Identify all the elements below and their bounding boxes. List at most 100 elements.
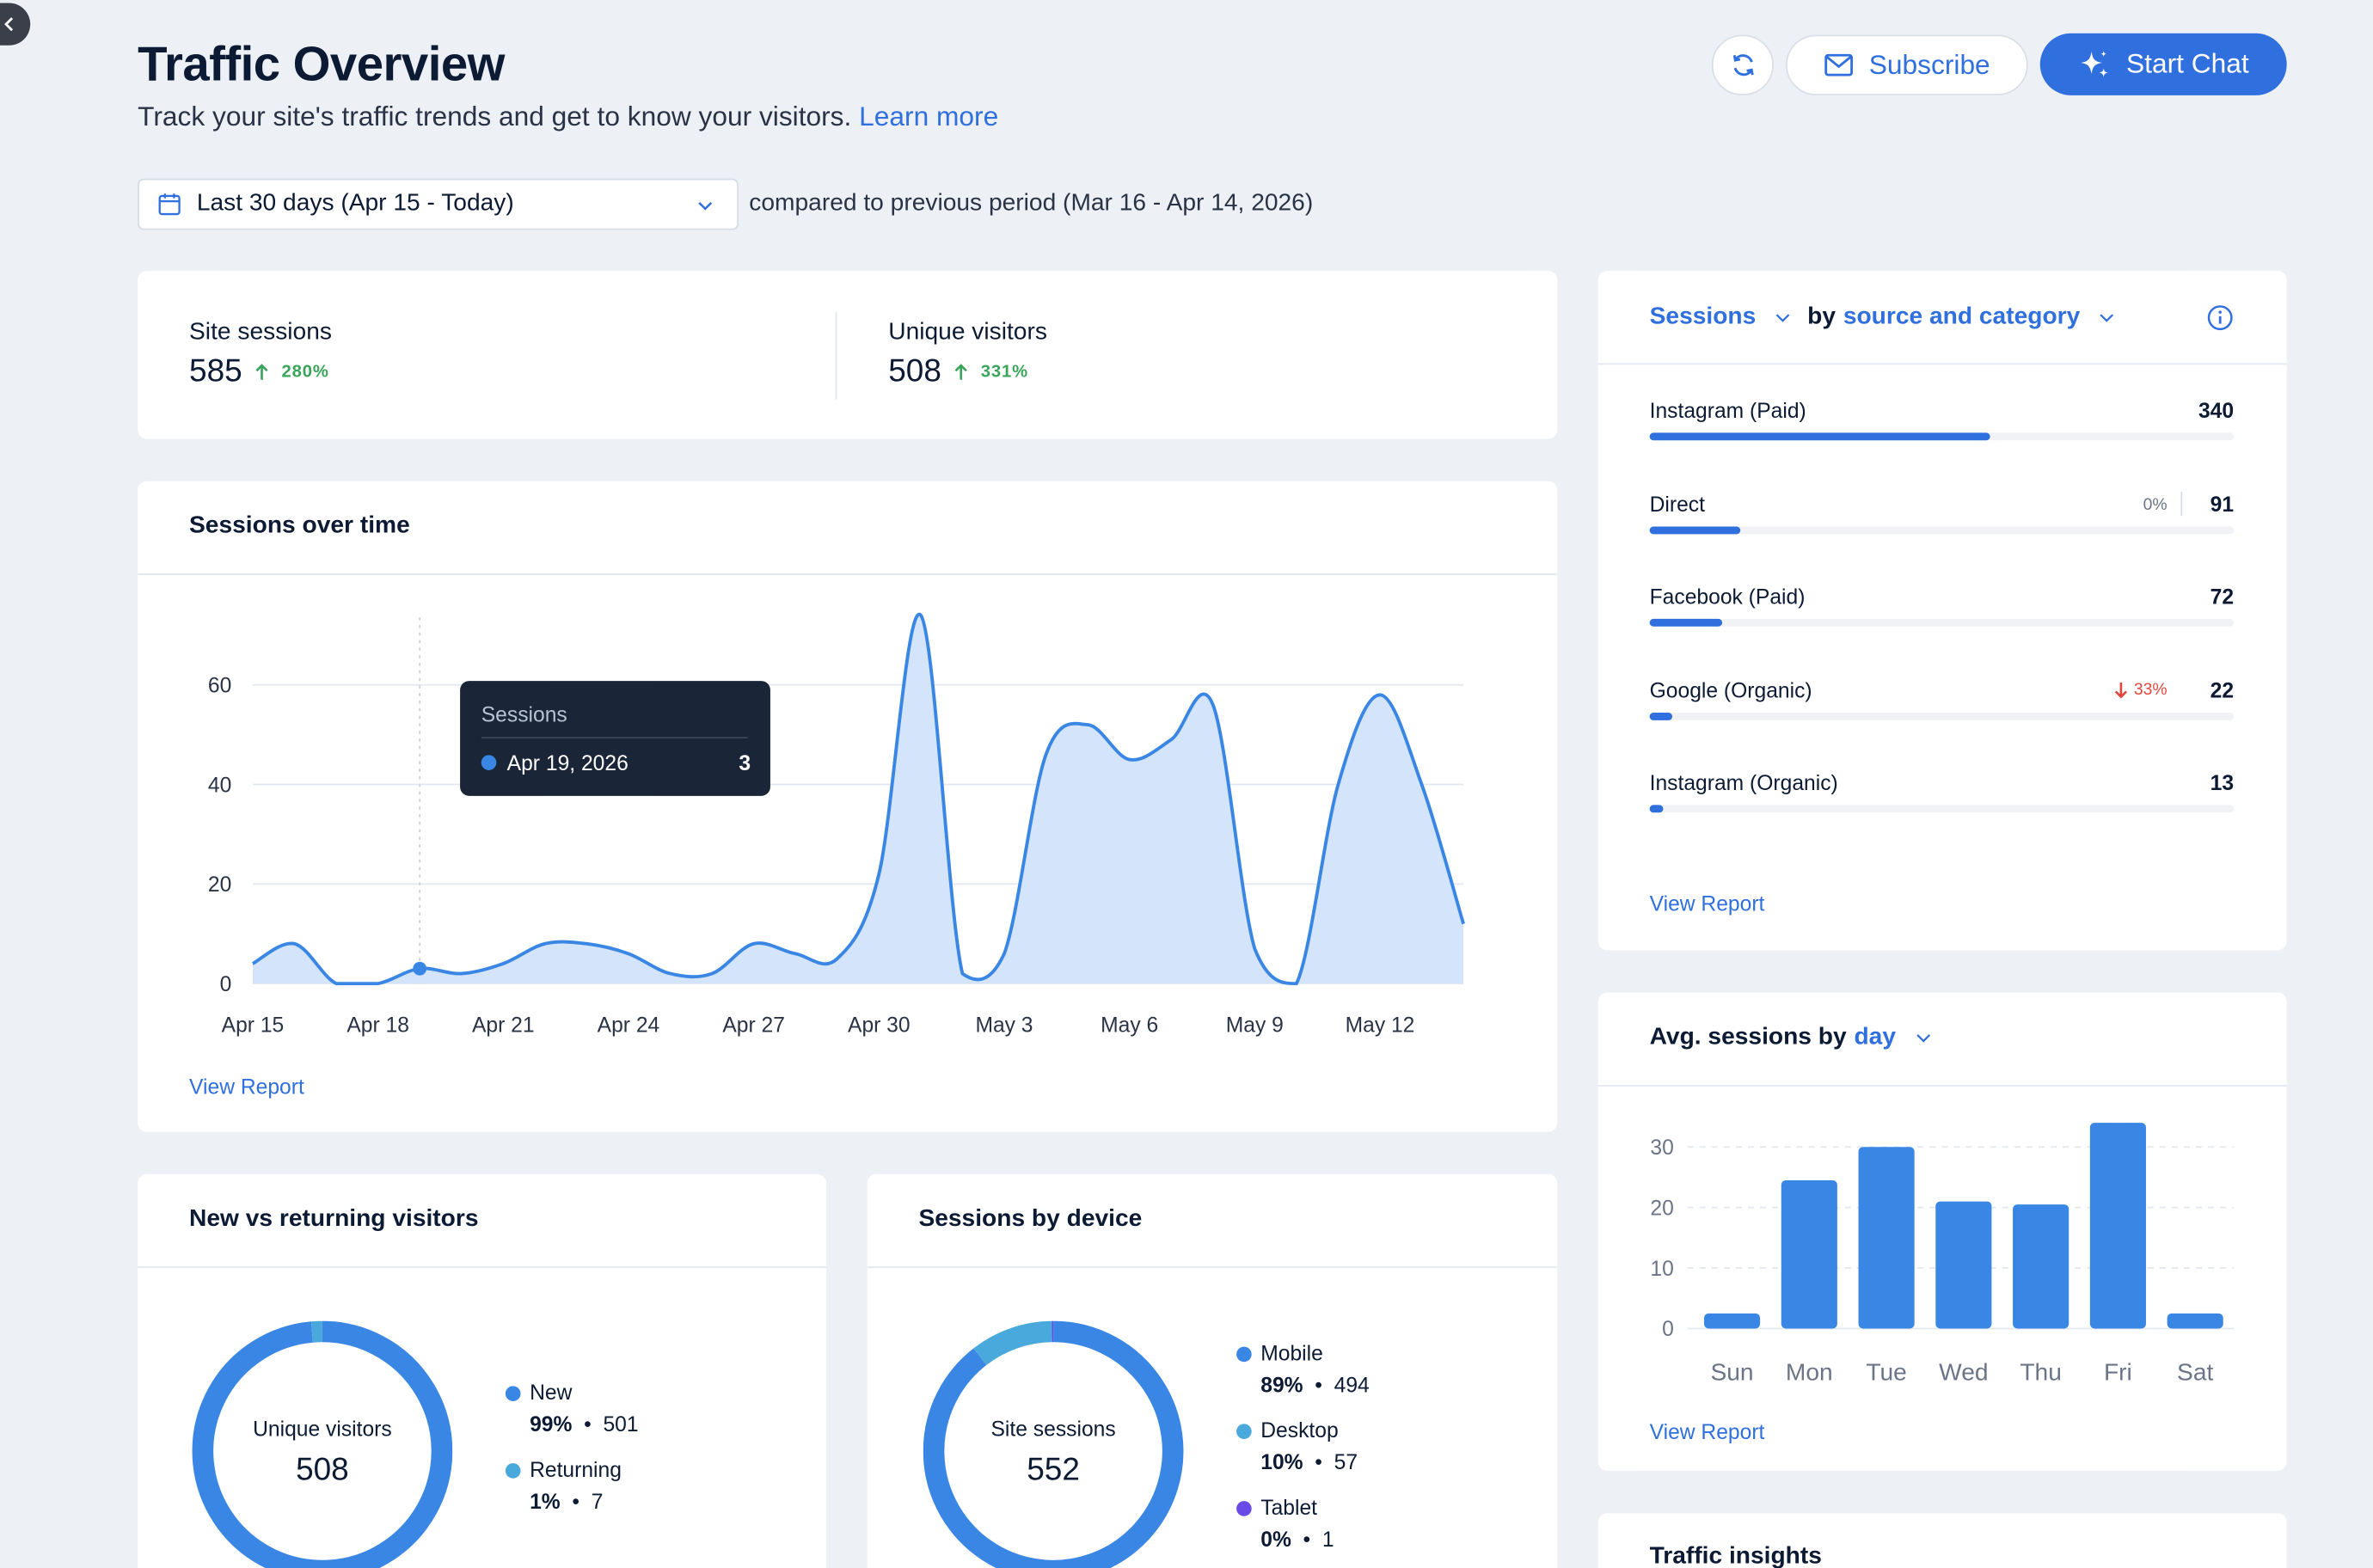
data-point[interactable] (874, 869, 884, 879)
legend-percent: 10% (1260, 1449, 1303, 1474)
dimension-dropdown[interactable]: source and category (1843, 303, 2081, 330)
source-label: Google (Organic) (1649, 677, 1812, 701)
data-point[interactable] (917, 610, 926, 620)
x-tick-label: Fri (2104, 1358, 2132, 1385)
site-sessions-delta: 280% (281, 363, 329, 382)
avg-sessions-view-report-link[interactable]: View Report (1649, 1419, 1765, 1444)
source-value: 22 (2210, 677, 2235, 701)
date-range-value: Last 30 days (Apr 15 - Today) (196, 190, 514, 217)
data-point[interactable] (248, 959, 258, 969)
data-point[interactable] (1376, 690, 1385, 700)
chevron-down-icon[interactable] (1914, 1029, 1932, 1047)
bar[interactable] (2089, 1123, 2146, 1329)
data-point[interactable] (749, 940, 758, 949)
source-bar-fill (1649, 712, 1672, 720)
learn-more-link[interactable]: Learn more (859, 101, 999, 132)
data-point[interactable] (624, 949, 634, 959)
avg-sessions-bar-chart[interactable]: 0 10 20 30 Sun Mon Tue Wed Thu Fri Sat (1598, 1087, 2287, 1405)
start-chat-button[interactable]: Start Chat (2039, 33, 2287, 95)
sources-header: Sessions by source and category (1650, 304, 2117, 332)
bar[interactable] (1858, 1147, 1915, 1329)
data-point[interactable] (582, 940, 592, 949)
data-point[interactable] (290, 940, 299, 949)
data-point[interactable] (1292, 979, 1302, 989)
legend-dot (1236, 1500, 1252, 1516)
mail-icon (1824, 53, 1853, 77)
subscribe-button[interactable]: Subscribe (1786, 34, 2028, 95)
unique-visitors-value: 508 (888, 353, 941, 389)
bar[interactable] (2013, 1204, 2069, 1329)
data-point[interactable] (1041, 750, 1051, 760)
source-row[interactable]: Direct 91 0% (1649, 491, 2235, 536)
data-point[interactable] (1208, 701, 1217, 710)
chevron-down-icon[interactable] (2098, 309, 2116, 327)
legend-count: 494 (1334, 1372, 1370, 1397)
source-bar-track (1649, 432, 2235, 441)
bar[interactable] (1935, 1201, 1992, 1329)
source-row[interactable]: Instagram (Paid) 340 (1649, 398, 2235, 444)
chevron-down-icon[interactable] (1774, 309, 1792, 327)
sessions-by-device-donut[interactable] (923, 1320, 1184, 1568)
data-point[interactable] (1000, 949, 1009, 959)
data-point[interactable] (1334, 780, 1343, 789)
data-point[interactable] (1167, 735, 1176, 744)
data-point[interactable] (1417, 780, 1426, 789)
legend-name: Tablet (1260, 1495, 1318, 1520)
data-point[interactable] (413, 961, 427, 976)
site-sessions-value: 585 (189, 353, 242, 389)
donut-slice[interactable] (192, 1320, 453, 1568)
donut-slice[interactable] (973, 1320, 1052, 1366)
arrow-up-icon (255, 364, 268, 380)
source-label: Direct (1649, 491, 1705, 516)
sessions-view-report-link[interactable]: View Report (189, 1074, 304, 1099)
data-point[interactable] (332, 979, 341, 989)
data-point[interactable] (499, 959, 508, 969)
date-range-dropdown[interactable]: Last 30 days (Apr 15 - Today) (138, 178, 739, 230)
bar[interactable] (1703, 1313, 1761, 1329)
donut-slice[interactable] (923, 1320, 1184, 1568)
metric-dropdown[interactable]: Sessions (1649, 303, 1757, 330)
y-tick-label: 10 (1650, 1258, 1673, 1281)
source-row[interactable]: Facebook (Paid) 72 (1649, 584, 2235, 629)
y-tick-label: 30 (1650, 1136, 1673, 1160)
source-change: 33% (2114, 680, 2168, 698)
data-point[interactable] (1459, 919, 1469, 928)
data-point[interactable] (832, 954, 842, 964)
source-row[interactable]: Instagram (Organic) 13 (1649, 769, 2235, 816)
data-point[interactable] (541, 940, 550, 949)
bar[interactable] (1781, 1179, 1837, 1329)
data-point[interactable] (708, 969, 717, 978)
data-point[interactable] (665, 969, 675, 978)
source-change-value: 33% (2133, 680, 2168, 699)
legend-name: Mobile (1260, 1340, 1323, 1365)
data-point[interactable] (958, 969, 967, 978)
y-tick-label: 0 (1662, 1318, 1674, 1341)
data-point[interactable] (1125, 755, 1134, 764)
new-vs-returning-donut[interactable] (192, 1320, 453, 1568)
data-point[interactable] (457, 969, 466, 978)
sessions-by-device-title: Sessions by device (918, 1205, 1143, 1232)
data-point[interactable] (1250, 944, 1260, 953)
card-divider (138, 573, 1558, 575)
legend-percent: 99% (530, 1412, 573, 1436)
data-point[interactable] (373, 979, 383, 989)
x-tick-label: Apr 27 (722, 1014, 785, 1037)
source-label: Instagram (Organic) (1649, 769, 1838, 795)
collapse-sidebar-button[interactable] (0, 3, 31, 46)
x-tick-label: Sat (2177, 1358, 2213, 1385)
new-vs-returning-card: New vs returning visitors Unique visitor… (138, 1173, 827, 1568)
info-icon[interactable] (2206, 304, 2234, 332)
sessions-line-chart[interactable]: 0 20 40 60 Apr 15 Apr 18 Apr 21 Apr 24 Apr 27 Apr… (138, 575, 1557, 1059)
source-bar-fill (1649, 618, 1722, 627)
source-row[interactable]: Google (Organic) 22 33% (1649, 677, 2235, 723)
data-point[interactable] (1083, 720, 1093, 730)
refresh-button[interactable] (1711, 34, 1774, 95)
sources-view-report-link[interactable]: View Report (1649, 891, 1765, 916)
data-point[interactable] (791, 949, 800, 959)
unique-visitors-delta: 331% (980, 363, 1029, 382)
unique-visitors-label: Unique visitors (888, 319, 1047, 346)
day-dropdown[interactable]: day (1854, 1024, 1897, 1050)
bar[interactable] (2167, 1313, 2223, 1329)
avg-sessions-card: Avg. sessions by day 0 10 20 30 Sun Mon Tue Wed… (1597, 992, 2287, 1471)
source-label: Facebook (Paid) (1649, 584, 1806, 609)
